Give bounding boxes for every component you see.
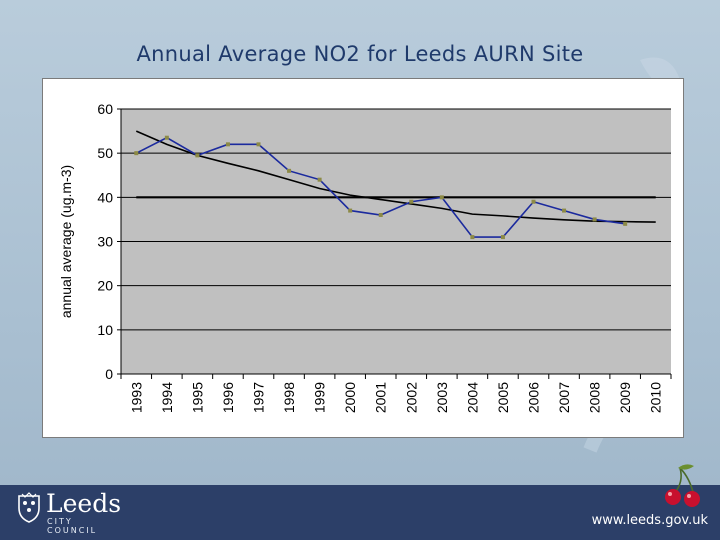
x-tick-label: 2008 bbox=[587, 382, 603, 413]
slide-title: Annual Average NO2 for Leeds AURN Site bbox=[136, 42, 584, 66]
x-tick-label: 2000 bbox=[342, 382, 358, 413]
data-point bbox=[287, 168, 292, 173]
data-point bbox=[500, 235, 505, 240]
x-tick-label: 1998 bbox=[281, 382, 297, 413]
leeds-crest-icon bbox=[18, 492, 40, 523]
leeds-logo[interactable]: Leeds CITY COUNCIL bbox=[16, 489, 126, 535]
x-tick-label: 2006 bbox=[526, 382, 542, 413]
footer-bar bbox=[0, 485, 720, 540]
footer-url[interactable]: www.leeds.gov.uk bbox=[591, 513, 708, 528]
data-point bbox=[378, 213, 383, 217]
data-point bbox=[225, 142, 230, 147]
x-tick-label: 1995 bbox=[189, 382, 205, 413]
x-tick-label: 1997 bbox=[251, 382, 267, 413]
x-tick-label: 2005 bbox=[495, 382, 511, 413]
x-tick-label: 2002 bbox=[403, 382, 419, 413]
x-tick-label: 2001 bbox=[373, 382, 389, 413]
data-point bbox=[348, 208, 353, 213]
x-tick-label: 1996 bbox=[220, 382, 236, 413]
y-axis-label: annual average (ug.m-3) bbox=[58, 165, 74, 318]
y-tick-label: 50 bbox=[97, 145, 113, 161]
y-tick-label: 20 bbox=[97, 278, 113, 294]
data-point bbox=[195, 153, 200, 158]
x-tick-label: 2009 bbox=[617, 382, 633, 413]
data-point bbox=[134, 151, 139, 156]
x-tick-label: 1993 bbox=[128, 382, 144, 413]
data-point bbox=[164, 135, 169, 140]
x-tick-label: 2007 bbox=[556, 382, 572, 413]
y-tick-label: 40 bbox=[97, 189, 113, 205]
data-point bbox=[409, 199, 414, 204]
x-tick-label: 2010 bbox=[648, 382, 664, 413]
data-point bbox=[470, 235, 475, 240]
logo-name: Leeds bbox=[46, 489, 122, 518]
cherries-icon bbox=[665, 464, 700, 507]
data-point bbox=[592, 217, 597, 222]
data-point bbox=[317, 177, 322, 182]
y-tick-label: 30 bbox=[97, 234, 113, 250]
y-tick-label: 60 bbox=[97, 101, 113, 117]
data-point bbox=[562, 208, 567, 213]
data-point bbox=[439, 195, 444, 200]
series-trend-line bbox=[135, 130, 656, 223]
line-chart: 0 10 20 30 40 50 60 1993 1994 1995 1996 1997 1998 199… bbox=[58, 101, 672, 413]
x-tick-label: 2003 bbox=[434, 382, 450, 413]
y-tick-label: 10 bbox=[97, 322, 113, 338]
data-point bbox=[531, 199, 536, 204]
x-tick-label: 1994 bbox=[159, 382, 175, 413]
x-tick-label: 2004 bbox=[464, 382, 480, 413]
data-point bbox=[256, 142, 261, 147]
y-tick-label: 0 bbox=[105, 366, 113, 382]
logo-subtitle: CITY COUNCIL bbox=[47, 517, 98, 535]
data-point bbox=[623, 221, 628, 226]
chart-frame: 0 10 20 30 40 50 60 1993 1994 1995 1996 1997 1998 199… bbox=[42, 78, 684, 438]
x-tick-label: 1999 bbox=[312, 382, 328, 413]
